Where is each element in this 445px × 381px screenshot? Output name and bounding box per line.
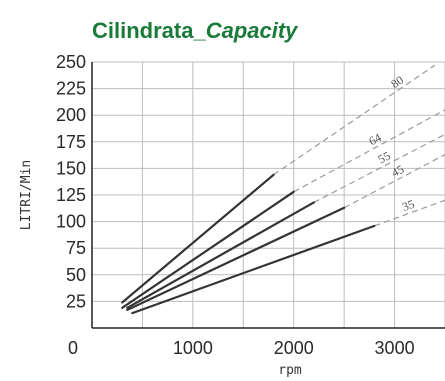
y-tick-label: 50 — [66, 265, 86, 285]
series-line — [121, 190, 295, 309]
y-tick-label: 225 — [56, 79, 86, 99]
y-tick-label: 25 — [66, 291, 86, 311]
y-axis-label: LITRI/Min — [19, 160, 34, 230]
dashed-extensions — [273, 64, 445, 227]
x-tick-labels: 0 1000 2000 3000 — [68, 338, 415, 358]
series-label: 35 — [400, 197, 416, 214]
y-tick-label: 75 — [66, 238, 86, 258]
x-axis-label: rpm — [278, 363, 302, 378]
chart-title: Cilindrata_Capacity — [92, 18, 299, 43]
x-tick-label: 2000 — [274, 338, 314, 358]
series-dashed-extension — [293, 109, 445, 193]
axes — [91, 62, 445, 329]
y-tick-label: 175 — [56, 132, 86, 152]
chart-title-italic: Capacity — [206, 18, 299, 43]
y-tick-label: 250 — [56, 52, 86, 72]
y-tick-label: 200 — [56, 105, 86, 125]
series-line — [131, 224, 376, 315]
grid — [92, 61, 445, 328]
y-tick-label: 150 — [56, 158, 86, 178]
series-dashed-extension — [343, 154, 445, 209]
series-dashed-extension — [313, 133, 445, 203]
y-tick-label: 125 — [56, 185, 86, 205]
series-dashed-extension — [374, 199, 445, 227]
series-dashed-extension — [273, 64, 436, 176]
x-tick-label: 3000 — [375, 338, 415, 358]
series-label: 45 — [389, 162, 406, 180]
y-tick-label: 100 — [56, 212, 86, 232]
series-line — [121, 173, 275, 304]
x-tick-label: 0 — [68, 338, 78, 358]
series-label: 64 — [366, 130, 383, 148]
series-label: 55 — [376, 148, 393, 166]
series-lines — [121, 173, 376, 315]
series-line — [126, 201, 315, 309]
chart-title-main: Cilindrata_ — [92, 18, 206, 43]
x-tick-label: 1000 — [173, 338, 213, 358]
series-line — [126, 206, 346, 312]
y-tick-labels: 25 50 75 100 125 150 175 200 225 250 — [56, 52, 86, 311]
